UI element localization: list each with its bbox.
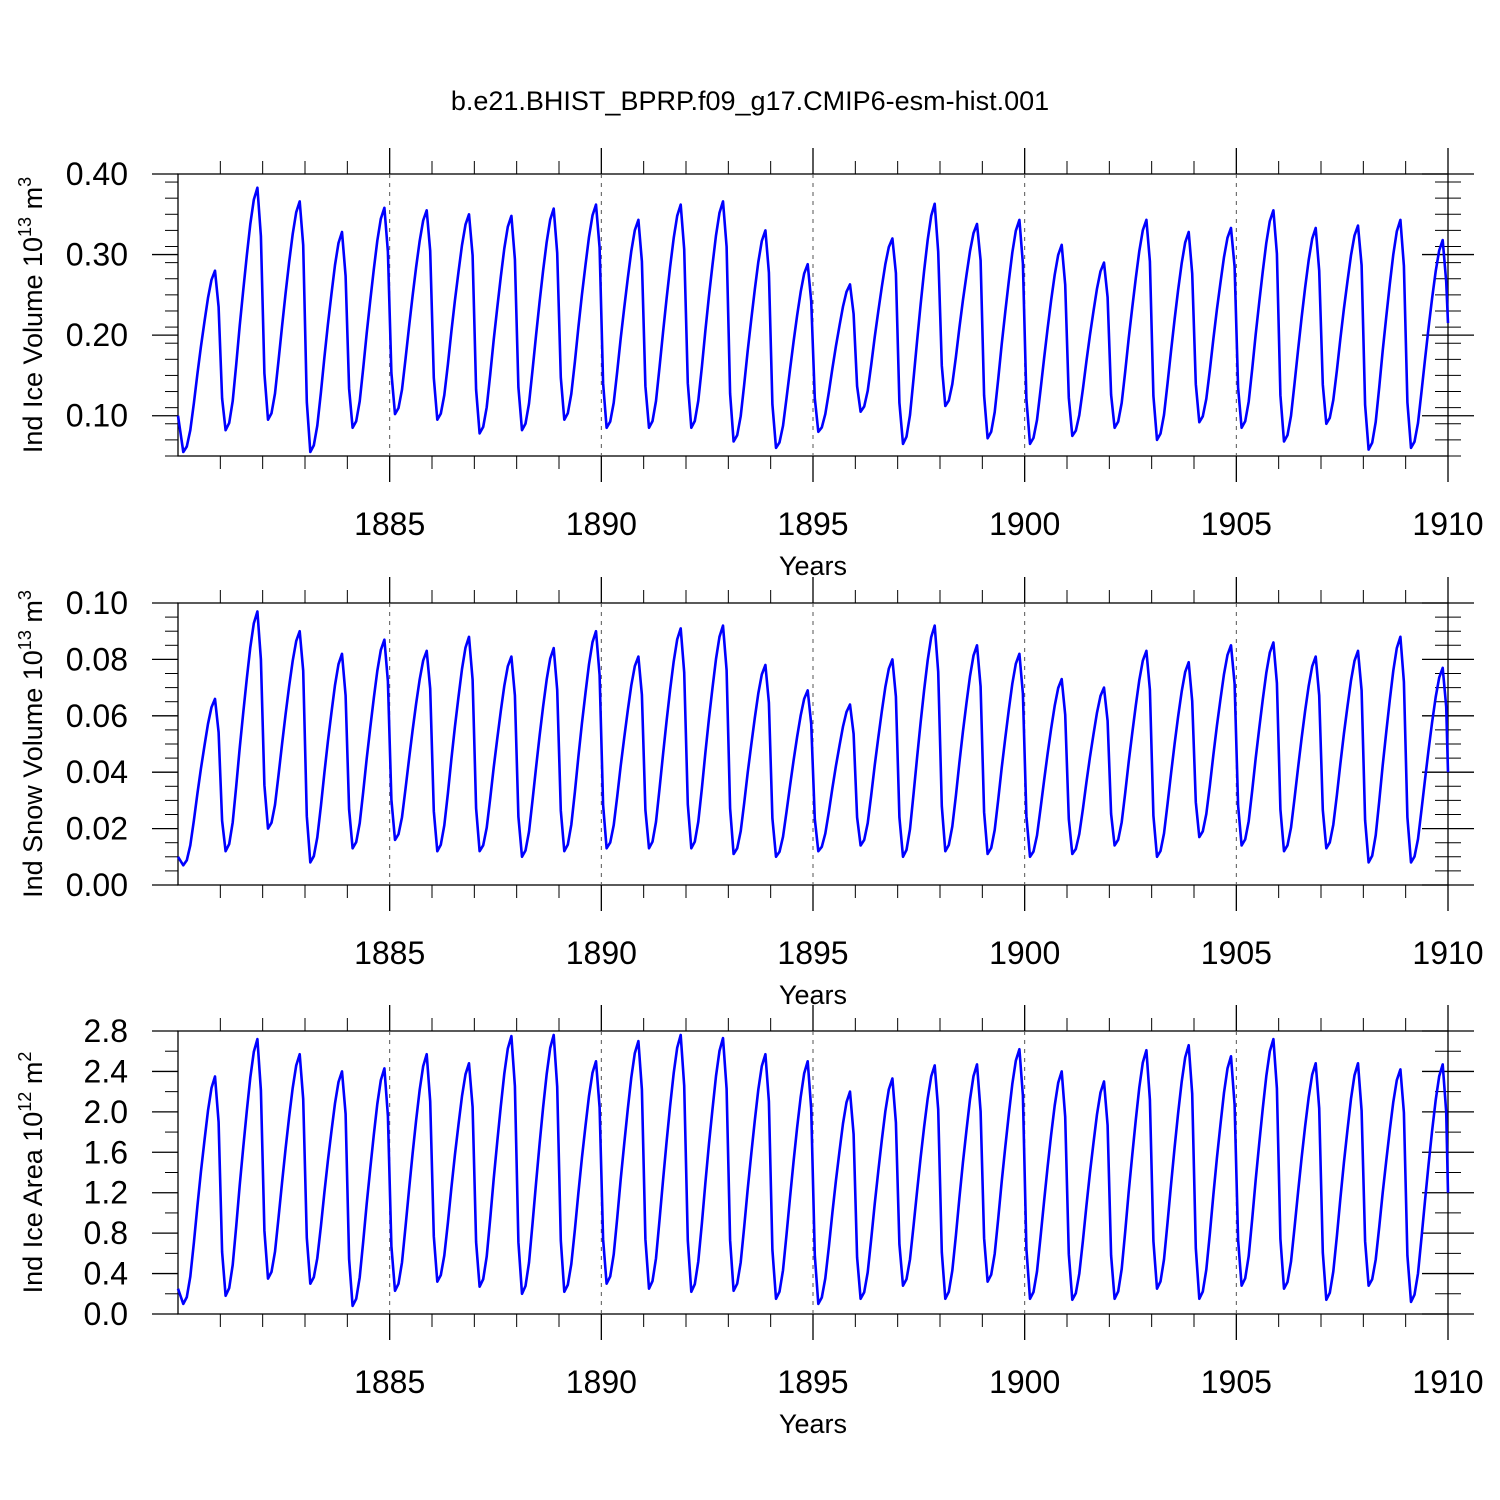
x-axis-label: Years <box>779 1409 847 1439</box>
y-tick-label: 0.04 <box>66 754 128 790</box>
y-tick-label: 0.40 <box>66 156 128 192</box>
x-tick-label: 1895 <box>777 1364 848 1400</box>
x-tick-label: 1890 <box>566 935 637 971</box>
x-tick-label: 1905 <box>1201 935 1272 971</box>
y-tick-label: 0.10 <box>66 585 128 621</box>
x-tick-label: 1895 <box>777 935 848 971</box>
y-tick-label: 0.4 <box>84 1256 128 1292</box>
x-tick-label: 1890 <box>566 506 637 542</box>
y-tick-label: 0.20 <box>66 317 128 353</box>
y-axis-label: Ind Snow Volume 1013 m3 <box>15 590 48 898</box>
x-tick-label: 1905 <box>1201 1364 1272 1400</box>
x-axis-label: Years <box>779 551 847 581</box>
y-tick-label: 1.2 <box>84 1175 128 1211</box>
y-axis-label: Ind Ice Area 1012 m2 <box>15 1052 48 1294</box>
x-tick-label: 1890 <box>566 1364 637 1400</box>
x-tick-label: 1900 <box>989 506 1060 542</box>
x-tick-label: 1900 <box>989 1364 1060 1400</box>
series-line <box>176 186 1450 454</box>
y-tick-label: 0.08 <box>66 641 128 677</box>
panel-snow-volume: 0.00 0.02 0.04 0.06 0.08 0.10 1885 1890 1895 1900… <box>15 577 1484 1010</box>
x-tick-label: 1895 <box>777 506 848 542</box>
y-axis-label: Ind Ice Volume 1013 m3 <box>15 177 48 453</box>
x-tick-label: 1910 <box>1412 506 1483 542</box>
y-tick-label: 0.30 <box>66 237 128 273</box>
series-line <box>176 610 1450 867</box>
y-tick-label: 2.4 <box>84 1053 128 1089</box>
x-tick-label: 1910 <box>1412 935 1483 971</box>
y-tick-label: 0.00 <box>66 867 128 903</box>
y-tick-label: 0.06 <box>66 698 128 734</box>
x-tick-label: 1900 <box>989 935 1060 971</box>
y-tick-label: 0.8 <box>84 1215 128 1251</box>
panel-ice-area: 0.0 0.4 0.8 1.2 1.6 2.0 2.4 2.8 1885 1890 1895 1900… <box>15 1005 1484 1439</box>
figure-title: b.e21.BHIST_BPRP.f09_g17.CMIP6-esm-hist.… <box>451 86 1049 116</box>
panel-ice-volume: 0.10 0.20 0.30 0.40 1885 1890 1895 1900 1905 1910… <box>15 148 1484 581</box>
y-tick-label: 1.6 <box>84 1134 128 1170</box>
y-tick-label: 0.02 <box>66 811 128 847</box>
x-tick-label: 1885 <box>354 1364 425 1400</box>
y-tick-label: 0.10 <box>66 398 128 434</box>
y-tick-label: 2.8 <box>84 1013 128 1049</box>
y-tick-label: 0.0 <box>84 1296 128 1332</box>
series-line <box>176 1033 1450 1308</box>
x-tick-label: 1905 <box>1201 506 1272 542</box>
x-tick-label: 1885 <box>354 935 425 971</box>
x-tick-label: 1910 <box>1412 1364 1483 1400</box>
y-tick-label: 2.0 <box>84 1094 128 1130</box>
x-tick-label: 1885 <box>354 506 425 542</box>
